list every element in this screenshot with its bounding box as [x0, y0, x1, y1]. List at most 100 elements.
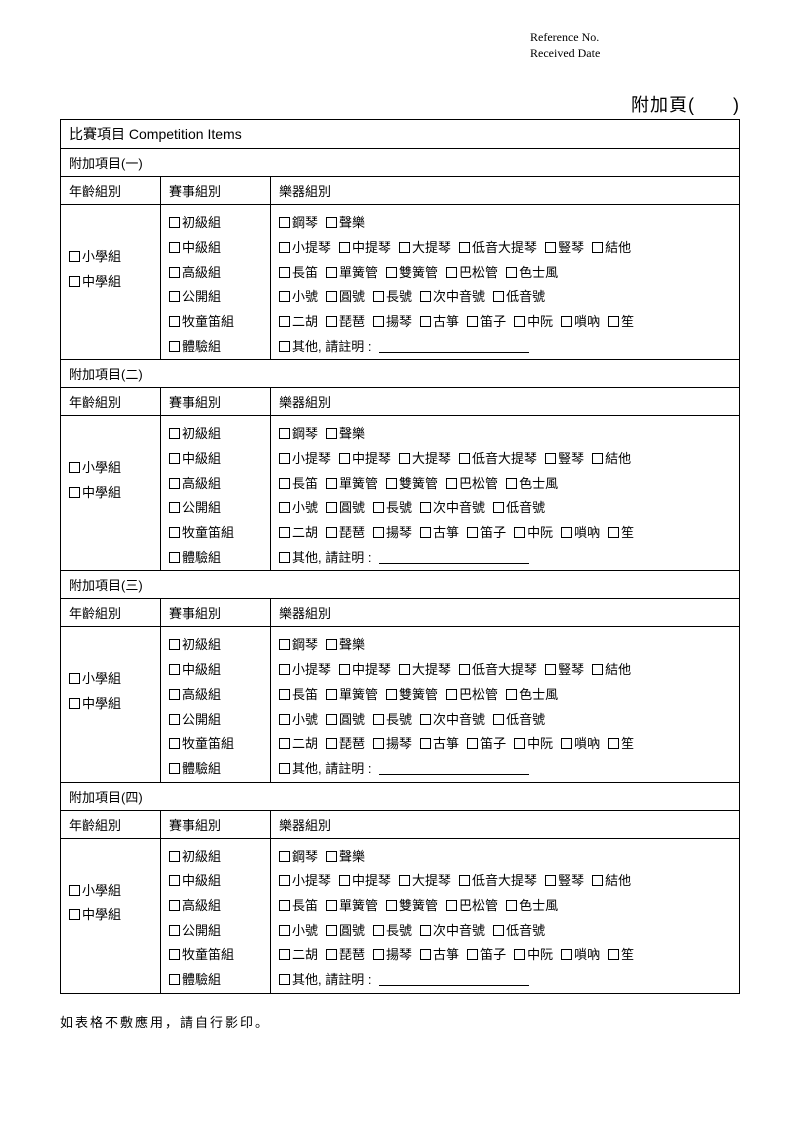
- inst-3-4-7[interactable]: 笙: [608, 943, 634, 968]
- cat-2-1[interactable]: 中級組: [169, 658, 221, 683]
- inst-other-2[interactable]: 其他, 請註明 :: [279, 757, 371, 782]
- inst-1-1-5[interactable]: 結他: [592, 447, 631, 472]
- inst-1-1-1[interactable]: 中提琴: [339, 447, 391, 472]
- cat-1-2[interactable]: 高級組: [169, 472, 221, 497]
- inst-2-1-4[interactable]: 豎琴: [545, 658, 584, 683]
- cat-3-5[interactable]: 體驗組: [169, 968, 221, 993]
- inst-0-3-0[interactable]: 小號: [279, 285, 318, 310]
- inst-1-4-1[interactable]: 琵琶: [326, 521, 365, 546]
- inst-1-4-6[interactable]: 嗩吶: [561, 521, 600, 546]
- inst-3-4-3[interactable]: 古箏: [420, 943, 459, 968]
- inst-1-2-2[interactable]: 雙簧管: [386, 472, 438, 497]
- inst-0-2-0[interactable]: 長笛: [279, 261, 318, 286]
- inst-1-3-1[interactable]: 圓號: [326, 496, 365, 521]
- inst-3-1-5[interactable]: 結他: [592, 869, 631, 894]
- inst-0-2-3[interactable]: 巴松管: [446, 261, 498, 286]
- inst-0-3-4[interactable]: 低音號: [493, 285, 545, 310]
- inst-2-3-4[interactable]: 低音號: [493, 708, 545, 733]
- inst-2-1-0[interactable]: 小提琴: [279, 658, 331, 683]
- inst-0-3-3[interactable]: 次中音號: [420, 285, 485, 310]
- age-3-1[interactable]: 中學組: [69, 903, 121, 928]
- inst-2-4-5[interactable]: 中阮: [514, 732, 553, 757]
- inst-2-0-0[interactable]: 鋼琴: [279, 633, 318, 658]
- inst-0-3-1[interactable]: 圓號: [326, 285, 365, 310]
- inst-0-0-0[interactable]: 鋼琴: [279, 211, 318, 236]
- inst-3-2-1[interactable]: 單簧管: [326, 894, 378, 919]
- inst-3-4-4[interactable]: 笛子: [467, 943, 506, 968]
- other-fill-line[interactable]: [379, 774, 529, 775]
- inst-2-4-3[interactable]: 古箏: [420, 732, 459, 757]
- inst-2-3-0[interactable]: 小號: [279, 708, 318, 733]
- inst-0-4-3[interactable]: 古箏: [420, 310, 459, 335]
- cat-3-3[interactable]: 公開組: [169, 919, 221, 944]
- inst-3-1-3[interactable]: 低音大提琴: [459, 869, 537, 894]
- inst-2-4-2[interactable]: 揚琴: [373, 732, 412, 757]
- inst-2-4-4[interactable]: 笛子: [467, 732, 506, 757]
- cat-3-1[interactable]: 中級組: [169, 869, 221, 894]
- age-0-0[interactable]: 小學組: [69, 245, 121, 270]
- inst-0-0-1[interactable]: 聲樂: [326, 211, 365, 236]
- inst-0-3-2[interactable]: 長號: [373, 285, 412, 310]
- age-3-0[interactable]: 小學組: [69, 879, 121, 904]
- inst-0-1-3[interactable]: 低音大提琴: [459, 236, 537, 261]
- inst-0-1-1[interactable]: 中提琴: [339, 236, 391, 261]
- inst-2-2-3[interactable]: 巴松管: [446, 683, 498, 708]
- inst-other-0[interactable]: 其他, 請註明 :: [279, 335, 371, 360]
- inst-3-3-2[interactable]: 長號: [373, 919, 412, 944]
- inst-3-4-2[interactable]: 揚琴: [373, 943, 412, 968]
- inst-1-3-0[interactable]: 小號: [279, 496, 318, 521]
- cat-3-2[interactable]: 高級組: [169, 894, 221, 919]
- inst-0-4-7[interactable]: 笙: [608, 310, 634, 335]
- cat-1-0[interactable]: 初級組: [169, 422, 221, 447]
- inst-2-2-2[interactable]: 雙簧管: [386, 683, 438, 708]
- inst-2-2-4[interactable]: 色士風: [506, 683, 558, 708]
- inst-1-4-7[interactable]: 笙: [608, 521, 634, 546]
- cat-3-0[interactable]: 初級組: [169, 845, 221, 870]
- inst-3-2-0[interactable]: 長笛: [279, 894, 318, 919]
- inst-1-1-3[interactable]: 低音大提琴: [459, 447, 537, 472]
- inst-2-1-1[interactable]: 中提琴: [339, 658, 391, 683]
- inst-3-4-6[interactable]: 嗩吶: [561, 943, 600, 968]
- cat-2-2[interactable]: 高級組: [169, 683, 221, 708]
- inst-0-2-2[interactable]: 雙簧管: [386, 261, 438, 286]
- inst-1-4-2[interactable]: 揚琴: [373, 521, 412, 546]
- inst-1-1-2[interactable]: 大提琴: [399, 447, 451, 472]
- cat-0-3[interactable]: 公開組: [169, 285, 221, 310]
- inst-2-1-3[interactable]: 低音大提琴: [459, 658, 537, 683]
- inst-1-3-4[interactable]: 低音號: [493, 496, 545, 521]
- age-1-0[interactable]: 小學組: [69, 456, 121, 481]
- inst-3-1-1[interactable]: 中提琴: [339, 869, 391, 894]
- inst-1-1-4[interactable]: 豎琴: [545, 447, 584, 472]
- inst-2-4-0[interactable]: 二胡: [279, 732, 318, 757]
- inst-2-1-2[interactable]: 大提琴: [399, 658, 451, 683]
- inst-3-3-1[interactable]: 圓號: [326, 919, 365, 944]
- inst-0-1-0[interactable]: 小提琴: [279, 236, 331, 261]
- cat-0-2[interactable]: 高級組: [169, 261, 221, 286]
- inst-other-3[interactable]: 其他, 請註明 :: [279, 968, 371, 993]
- inst-3-1-4[interactable]: 豎琴: [545, 869, 584, 894]
- other-fill-line[interactable]: [379, 985, 529, 986]
- inst-1-2-3[interactable]: 巴松管: [446, 472, 498, 497]
- inst-3-0-0[interactable]: 鋼琴: [279, 845, 318, 870]
- inst-3-4-5[interactable]: 中阮: [514, 943, 553, 968]
- inst-3-4-0[interactable]: 二胡: [279, 943, 318, 968]
- inst-0-1-2[interactable]: 大提琴: [399, 236, 451, 261]
- inst-2-3-2[interactable]: 長號: [373, 708, 412, 733]
- inst-1-4-5[interactable]: 中阮: [514, 521, 553, 546]
- inst-1-0-1[interactable]: 聲樂: [326, 422, 365, 447]
- inst-3-4-1[interactable]: 琵琶: [326, 943, 365, 968]
- cat-2-4[interactable]: 牧童笛組: [169, 732, 234, 757]
- inst-1-3-3[interactable]: 次中音號: [420, 496, 485, 521]
- cat-0-4[interactable]: 牧童笛組: [169, 310, 234, 335]
- inst-3-3-4[interactable]: 低音號: [493, 919, 545, 944]
- inst-2-3-1[interactable]: 圓號: [326, 708, 365, 733]
- inst-3-0-1[interactable]: 聲樂: [326, 845, 365, 870]
- inst-3-3-3[interactable]: 次中音號: [420, 919, 485, 944]
- inst-2-0-1[interactable]: 聲樂: [326, 633, 365, 658]
- inst-1-1-0[interactable]: 小提琴: [279, 447, 331, 472]
- cat-3-4[interactable]: 牧童笛組: [169, 943, 234, 968]
- inst-2-3-3[interactable]: 次中音號: [420, 708, 485, 733]
- age-1-1[interactable]: 中學組: [69, 481, 121, 506]
- inst-1-2-4[interactable]: 色士風: [506, 472, 558, 497]
- inst-3-2-3[interactable]: 巴松管: [446, 894, 498, 919]
